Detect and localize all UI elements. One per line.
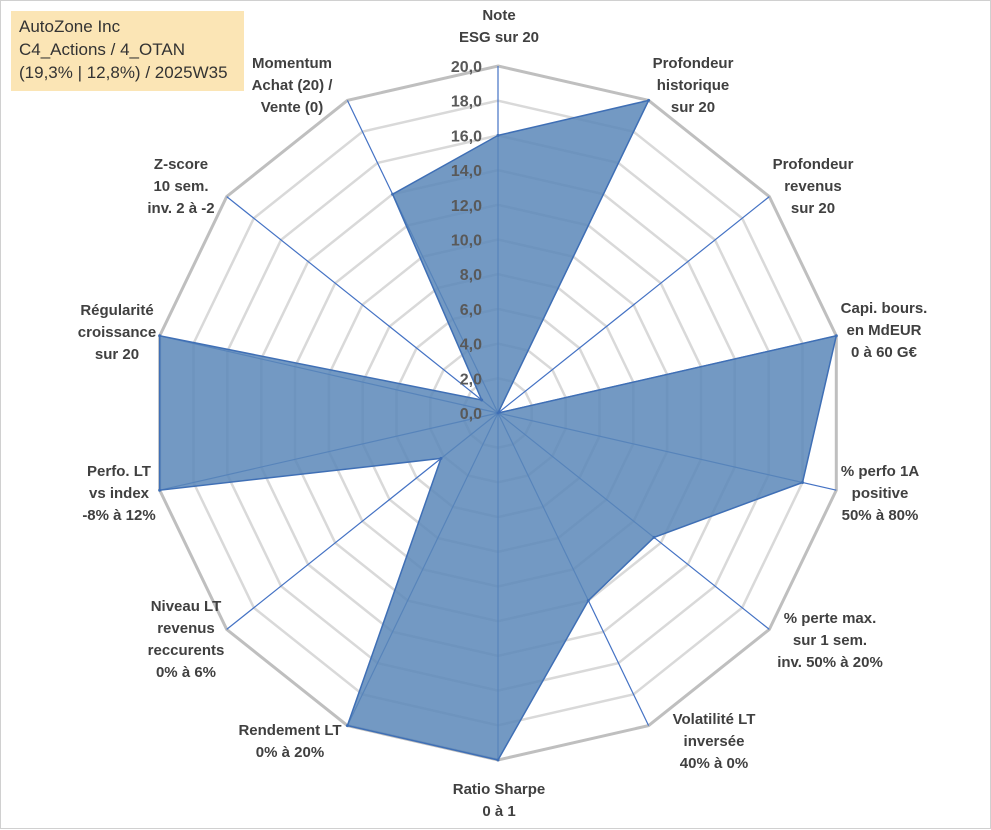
series-point — [496, 758, 500, 762]
tick-label: 16,0 — [451, 128, 482, 145]
radar-spoke — [226, 196, 499, 414]
tick-label: 12,0 — [451, 198, 482, 215]
axis-label: Capi. bours. en MdEUR 0 à 60 G€ — [841, 300, 928, 361]
tick-label: 0,0 — [460, 406, 482, 423]
tick-label: 18,0 — [451, 94, 482, 111]
axis-label: Z-score 10 sem. inv. 2 à -2 — [147, 156, 214, 217]
axis-label: Momentum Achat (20) / Vente (0) — [252, 55, 334, 116]
tick-label: 8,0 — [460, 267, 482, 284]
tick-label: 10,0 — [451, 233, 482, 250]
series-point — [834, 334, 838, 338]
series-area — [158, 99, 838, 761]
axis-label: Niveau LT revenus reccurents 0% à 6% — [148, 598, 225, 681]
chart-title-stats: (19,3% | 12,8%) / 2025W35 — [19, 63, 228, 82]
series-point — [480, 398, 484, 402]
chart-title-category: C4_Actions / 4_OTAN — [19, 40, 185, 59]
axis-label: Volatilité LT inversée 40% à 0% — [673, 711, 756, 772]
axis-label: Profondeur historique sur 20 — [653, 55, 734, 116]
chart-title-box: AutoZone Inc C4_Actions / 4_OTAN (19,3% … — [11, 11, 244, 91]
series-point — [586, 599, 590, 603]
axis-label: Note ESG sur 20 — [459, 7, 539, 46]
tick-label: 4,0 — [460, 337, 482, 354]
series-point — [801, 481, 804, 484]
chart-title-company: AutoZone Inc — [19, 17, 121, 36]
series-point — [496, 133, 500, 137]
axis-label: Rendement LT 0% à 20% — [238, 722, 341, 761]
series-point — [391, 192, 395, 196]
axis-label: Perfo. LT vs index -8% à 12% — [82, 463, 155, 524]
axis-label: Ratio Sharpe 0 à 1 — [453, 781, 546, 820]
axis-label: % perfo 1A positive 50% à 80% — [841, 463, 920, 524]
series-point — [647, 98, 651, 102]
series-point — [652, 535, 656, 539]
axis-label: Profondeur revenus sur 20 — [773, 156, 854, 217]
series-point — [158, 488, 162, 492]
tick-label: 6,0 — [460, 302, 482, 319]
radar-spoke — [497, 196, 770, 414]
series-point — [496, 411, 500, 415]
axis-label: % perte max. sur 1 sem. inv. 50% à 20% — [777, 610, 883, 671]
series-point — [158, 334, 162, 338]
axis-label: Régularité croissance sur 20 — [78, 302, 156, 363]
series-point — [345, 724, 349, 728]
tick-label: 14,0 — [451, 163, 482, 180]
radar-series — [158, 98, 838, 762]
series-point — [439, 456, 443, 460]
tick-label: 20,0 — [451, 59, 482, 76]
tick-label: 2,0 — [460, 371, 482, 388]
radar-axis-labels: Note ESG sur 20 Profondeur historique sur 20… — [78, 7, 928, 820]
radar-tick-labels: 0,0 2,0 4,0 6,0 8,0 10,0 12,0 14,0 16,0 18,0 20,0 — [451, 59, 482, 423]
